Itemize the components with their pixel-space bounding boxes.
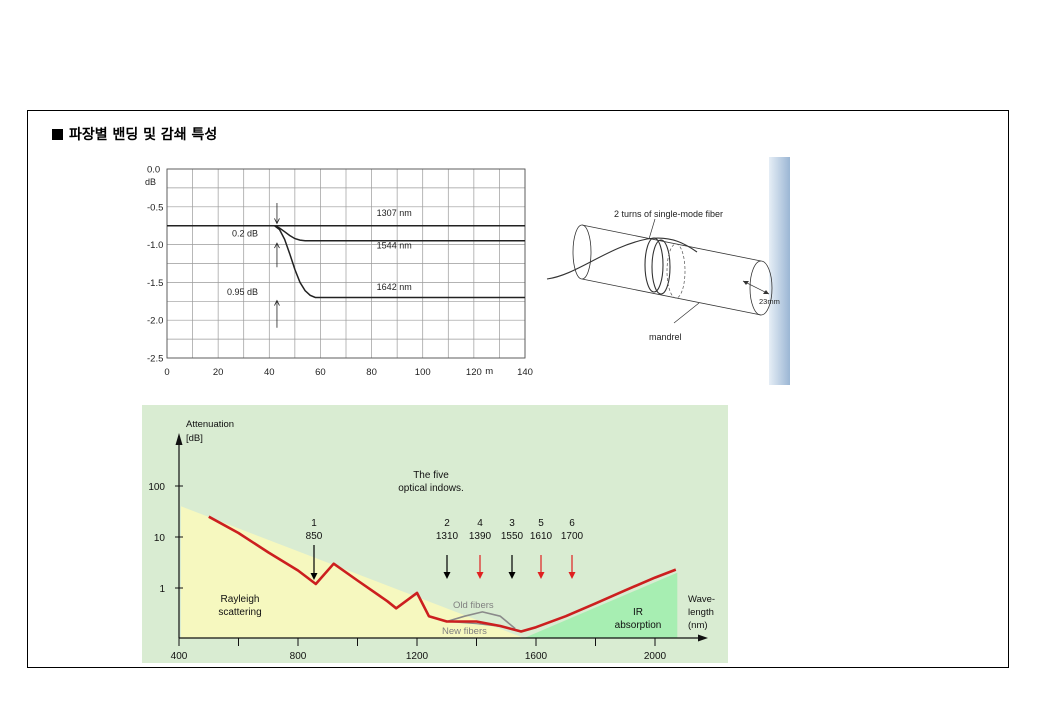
- window-arrowhead: [310, 573, 318, 580]
- chart1-ytick-label: -2.0: [147, 316, 163, 327]
- chart2-ylabel: Attenuation: [186, 419, 234, 430]
- chart2-ytick-label: 10: [154, 533, 166, 544]
- old-fibers-label: Old fibers: [453, 600, 494, 611]
- chart1-plot-border: [166, 168, 526, 359]
- chart1-annotations: 0.2 dB 0.95 dB: [170, 203, 280, 328]
- window-number: 4: [477, 518, 483, 529]
- chart2-xtick-label: 2000: [644, 651, 667, 662]
- five-windows-subtitle: optical indows.: [398, 483, 464, 494]
- chart1-xtick-label: 0: [164, 367, 169, 378]
- window-wavelength: 1550: [501, 531, 524, 542]
- chart2-y-arrowhead: [175, 433, 183, 445]
- chart2-series: Old fibers New fibers: [208, 515, 677, 637]
- new-fibers-label: New fibers: [442, 626, 487, 637]
- chart2-xlabel-line2: length: [688, 607, 714, 618]
- chart1-annot-095db: 0.95 dB: [227, 287, 258, 297]
- window-wavelength: 1700: [561, 531, 584, 542]
- attenuation-chart: 100 10 1 400 800 1200 1600 2000 Attenuation [dB] W…: [142, 405, 728, 663]
- mandrel-right-end: [749, 260, 773, 316]
- fiber-strand: [546, 237, 698, 280]
- chart2-regions: [181, 506, 678, 638]
- chart1-xtick-label: 100: [415, 367, 431, 378]
- chart2-xlabel-unit: (nm): [688, 620, 708, 631]
- window-arrowhead: [476, 572, 484, 579]
- chart2-xtick-label: 800: [290, 651, 307, 662]
- chart2-windows: 1 850 2 1310 4 1390 3 1550 5 1610 6 1700: [306, 518, 584, 580]
- chart2-ytick-label: 1: [159, 584, 165, 595]
- fiber-turn-2: [651, 239, 671, 295]
- chart1-xtick-label: 40: [264, 367, 275, 378]
- chart2-x-arrowhead: [698, 634, 708, 642]
- ir-absorption-region: [524, 572, 678, 638]
- ir-label: IR: [633, 607, 643, 618]
- chart2-xtick-label: 400: [171, 651, 188, 662]
- ir-label-line2: absorption: [615, 620, 662, 631]
- window-arrowhead: [443, 572, 451, 579]
- chart1-xtick-label: 60: [315, 367, 326, 378]
- chart2-annotations: The five optical indows. Rayleigh scatterin…: [218, 470, 661, 631]
- window-number: 2: [444, 518, 450, 529]
- bending-loss-chart: 0.0 -0.5 -1.0 -1.5 -2.0 -2.50 20 40 60 80 100 120 14…: [112, 157, 536, 383]
- chart1-series-label: 1642 nm: [377, 282, 412, 292]
- chart1-annot-02db: 0.2 dB: [232, 228, 258, 238]
- rayleigh-label: Rayleigh: [221, 594, 260, 605]
- chart1-xtick-label: 80: [366, 367, 377, 378]
- window-number: 3: [509, 518, 515, 529]
- chart1-ylabel: dB: [145, 177, 156, 187]
- chart2-xtick-label: 1600: [525, 651, 548, 662]
- window-wavelength: 850: [306, 531, 323, 542]
- rayleigh-label-line2: scattering: [218, 607, 261, 618]
- chart1-ticks: 0.0 -0.5 -1.0 -1.5 -2.0 -2.50 20 40 60 80 100 120 14…: [145, 165, 533, 379]
- chart1-ytick-label: -1.0: [147, 240, 163, 251]
- content-frame: [27, 110, 1009, 668]
- chart2-xlabel: Wave-: [688, 594, 715, 605]
- chart1-xtick-label: 20: [213, 367, 224, 378]
- five-windows-title: The five: [413, 470, 449, 481]
- chart2-xtick-label: 1200: [406, 651, 429, 662]
- old-fibers-curve: [446, 611, 516, 630]
- window-wavelength: 1610: [530, 531, 553, 542]
- mandrel-label: mandrel: [649, 332, 682, 342]
- chart1-series-label: 1544 nm: [377, 240, 412, 250]
- square-bullet-icon: [52, 129, 63, 140]
- chart1-xtick-label: 120: [466, 367, 482, 378]
- chart1-arrowhead: [274, 299, 280, 306]
- chart2-axes: 100 10 1 400 800 1200 1600 2000 Attenuation [dB] W…: [148, 419, 715, 662]
- mandrel-figure: 2 turns of single-mode fiber mandrel 23m…: [537, 157, 790, 385]
- fiber-turns-label: 2 turns of single-mode fiber: [614, 209, 723, 219]
- diameter-label: 23mm: [759, 297, 780, 306]
- window-wavelength: 1390: [469, 531, 492, 542]
- window-wavelength: 1310: [436, 531, 459, 542]
- chart1-ytick-label: -0.5: [147, 202, 163, 213]
- chart2-ytick-label: 100: [148, 482, 165, 493]
- chart1-ytick-label: -1.5: [147, 278, 163, 289]
- chart1-series-label: 1307 nm: [377, 208, 412, 218]
- window-arrowhead: [568, 572, 576, 579]
- window-number: 1: [311, 518, 317, 529]
- section-heading-text: 파장별 밴딩 및 감쇄 특성: [69, 127, 218, 143]
- chart1-arrowhead: [274, 218, 280, 225]
- chart1-grid: [166, 168, 526, 359]
- chart1-ytick-label: 0.0: [147, 165, 160, 176]
- attenuation-curve: [208, 515, 677, 633]
- chart2-ylabel-unit: [dB]: [186, 433, 203, 444]
- chart1-xtick-label: 140: [517, 367, 533, 378]
- window-number: 5: [538, 518, 544, 529]
- chart1-arrowhead: [274, 242, 280, 249]
- window-arrowhead: [508, 572, 516, 579]
- chart1-xlabel: m: [485, 366, 493, 377]
- chart1-ytick-label: -2.5: [147, 354, 163, 365]
- section-heading: 파장별 밴딩 및 감쇄 특성: [52, 124, 217, 144]
- rayleigh-region: [181, 506, 525, 638]
- chart1-line: [167, 224, 525, 299]
- window-number: 6: [569, 518, 575, 529]
- window-arrowhead: [537, 572, 545, 579]
- page-edge-shade: [769, 157, 790, 385]
